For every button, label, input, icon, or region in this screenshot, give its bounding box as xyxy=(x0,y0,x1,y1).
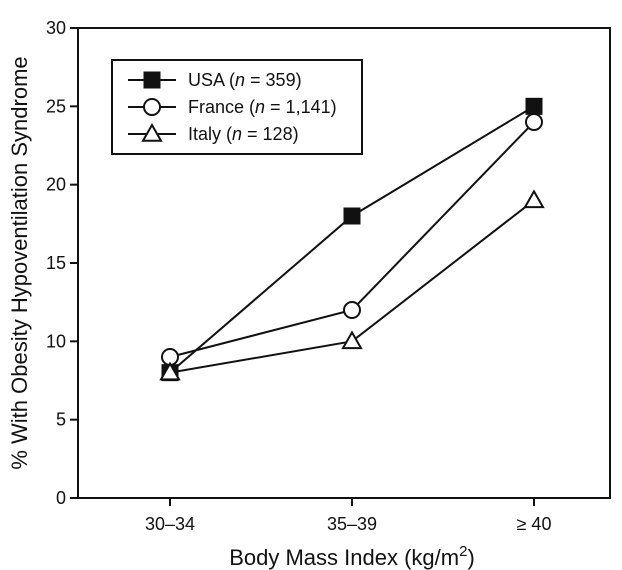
x-tick-label: ≥ 40 xyxy=(517,514,552,534)
legend-marker-italy xyxy=(141,122,163,142)
data-point-italy xyxy=(523,189,545,209)
y-tick-label: 30 xyxy=(46,18,66,38)
y-axis: 0 5 10 15 20 25 30 xyxy=(46,18,78,508)
y-axis-title: % With Obesity Hypoventilation Syndrome xyxy=(7,56,32,469)
data-point-italy xyxy=(159,361,181,381)
x-axis-title-main: Body Mass Index (kg/m xyxy=(229,545,459,570)
series-markers xyxy=(159,97,545,382)
legend-marker-usa xyxy=(143,71,161,89)
x-axis-title: Body Mass Index (kg/m2) xyxy=(229,543,475,570)
data-point-italy xyxy=(341,330,363,350)
legend-marker-france xyxy=(143,98,161,116)
legend: USA (n = 359) France (n = 1,141) Italy (n … xyxy=(111,59,363,155)
data-point-usa xyxy=(343,207,361,225)
series-line-france xyxy=(169,121,535,358)
legend-entries: USA (n = 359) France (n = 1,141) Italy (n … xyxy=(128,70,337,144)
y-tick-label: 20 xyxy=(46,175,66,195)
data-point-usa xyxy=(525,97,543,115)
data-point-france xyxy=(343,301,361,319)
y-tick-label: 5 xyxy=(56,410,66,430)
y-tick-label: 10 xyxy=(46,331,66,351)
x-axis-title-close: ) xyxy=(467,545,474,570)
legend-label-usa: USA (n = 359) xyxy=(188,70,302,90)
x-axis-title-sup: 2 xyxy=(459,543,467,560)
y-tick-label: 25 xyxy=(46,96,66,116)
y-tick-label: 0 xyxy=(56,488,66,508)
x-tick-label: 30–34 xyxy=(145,514,195,534)
x-axis: 30–34 35–39 ≥ 40 xyxy=(145,498,551,534)
data-point-france xyxy=(525,113,543,131)
x-tick-label: 35–39 xyxy=(327,514,377,534)
legend-label-france: France (n = 1,141) xyxy=(188,97,337,117)
y-tick-label: 15 xyxy=(46,253,66,273)
legend-label-italy: Italy (n = 128) xyxy=(188,124,299,144)
